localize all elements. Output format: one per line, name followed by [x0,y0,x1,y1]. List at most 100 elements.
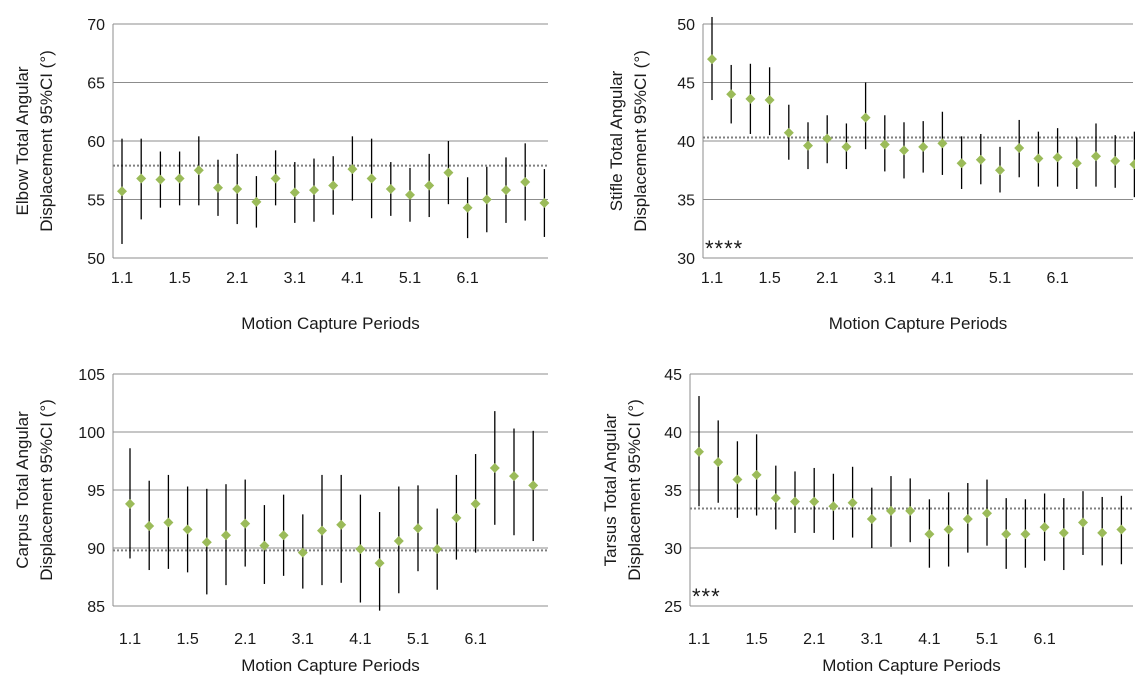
y-tick-label: 100 [78,425,105,442]
data-point [822,133,833,144]
x-tick-label: 1.1 [688,631,710,648]
data-point [470,498,481,509]
data-point [136,173,147,184]
data-point [918,141,929,152]
data-point [259,540,270,551]
data-point [713,457,724,468]
y-tick-label: 30 [664,541,682,558]
data-point [366,173,377,184]
data-point [956,158,967,169]
data-point [732,474,743,485]
y-tick-label: 70 [87,17,105,34]
data-point [975,154,986,165]
x-tick-label: 1.1 [119,631,141,648]
y-axis-title: Displacement 95%CI (°) [631,50,650,232]
x-axis-title: Motion Capture Periods [822,656,1001,675]
data-point [385,183,396,194]
data-point [764,95,775,106]
significance-marker: *** [692,584,721,609]
chart-panel-elbow: 50 55 60 65 70 1.1 1.5 2.1 3.1 4.1 5.1 6.1 Motion Ca… [13,17,550,333]
data-point [937,138,948,149]
data-point [783,127,794,138]
y-tick-label: 65 [87,76,105,93]
y-tick-label: 45 [677,76,695,93]
data-point [1058,527,1069,538]
data-point [432,544,443,555]
data-point [1110,155,1121,166]
data-point [905,505,916,516]
y-axis-title: Elbow Total Angular [13,66,32,215]
data-point [707,54,717,65]
data-point [1129,159,1135,170]
x-tick-label: 4.1 [918,631,940,648]
data-point [501,185,511,196]
data-point [251,196,262,207]
y-tick-label: 40 [664,425,682,442]
data-point [270,173,281,184]
y-tick-label: 55 [87,193,105,210]
data-point [828,501,839,512]
data-point [995,165,1005,176]
data-point [539,198,550,209]
data-point [443,167,454,178]
data-point [1078,517,1088,528]
data-point [213,182,223,193]
data-point [841,141,852,152]
data-point [943,524,954,535]
data-point [1014,143,1025,154]
data-point [163,517,174,528]
y-tick-label: 25 [664,599,682,616]
x-tick-label: 1.5 [168,270,190,287]
data-point [125,498,135,509]
data-point [489,462,500,473]
x-tick-label: 2.1 [803,631,825,648]
data-point [1001,529,1012,540]
x-tick-label: 3.1 [874,270,896,287]
y-tick-label: 45 [664,367,682,384]
data-point [193,165,204,176]
data-point [174,173,185,184]
data-point [1097,527,1108,538]
x-tick-label: 6.1 [1033,631,1055,648]
data-point [201,537,212,548]
x-tick-label: 1.5 [758,270,780,287]
data-point [374,558,385,569]
data-point [451,512,462,523]
data-point [726,89,737,100]
y-tick-label: 50 [87,251,105,268]
data-point [424,180,435,191]
y-axis-title: Displacement 95%CI (°) [37,50,56,232]
x-tick-label: 1.1 [701,270,723,287]
y-axis-title: Displacement 95%CI (°) [37,399,56,581]
data-point [278,530,289,541]
x-tick-label: 1.1 [111,270,133,287]
x-tick-label: 4.1 [341,270,363,287]
data-point [1033,153,1044,164]
x-tick-label: 4.1 [931,270,953,287]
x-tick-label: 6.1 [456,270,478,287]
x-tick-label: 1.5 [176,631,198,648]
data-point [745,93,756,104]
data-point [481,194,492,205]
x-axis-title: Motion Capture Periods [829,314,1008,333]
data-point [355,544,366,555]
data-point [982,508,992,519]
x-tick-label: 6.1 [464,631,486,648]
x-tick-label: 5.1 [399,270,421,287]
data-point [1052,152,1063,163]
x-tick-label: 3.1 [292,631,314,648]
data-point [240,518,251,529]
data-point [393,536,404,547]
data-point [232,183,243,194]
y-tick-label: 85 [87,599,105,616]
data-point [413,523,423,534]
x-tick-label: 4.1 [349,631,371,648]
y-tick-label: 105 [78,367,105,384]
x-tick-label: 2.1 [234,631,256,648]
y-axis-title: Tarsus Total Angular [601,413,620,566]
data-point [117,186,127,197]
data-point [694,446,704,457]
data-point [347,164,358,175]
y-axis-title: Stifle Total Angular [607,70,626,211]
data-point [803,140,813,151]
